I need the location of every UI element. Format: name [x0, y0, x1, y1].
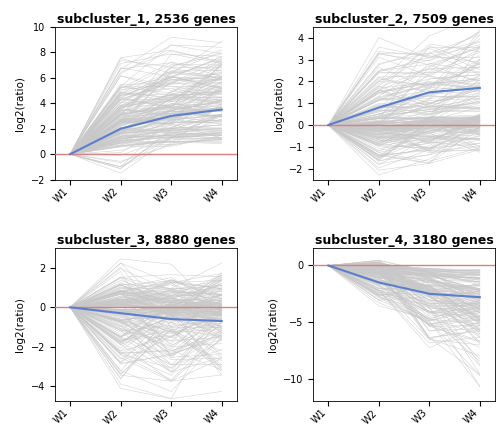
Y-axis label: log2(ratio): log2(ratio)	[16, 76, 26, 131]
Title: subcluster_2, 7509 genes: subcluster_2, 7509 genes	[314, 12, 494, 25]
Y-axis label: log2(ratio): log2(ratio)	[274, 76, 283, 131]
Title: subcluster_1, 2536 genes: subcluster_1, 2536 genes	[56, 12, 236, 25]
Title: subcluster_3, 8880 genes: subcluster_3, 8880 genes	[56, 234, 235, 248]
Title: subcluster_4, 3180 genes: subcluster_4, 3180 genes	[314, 234, 494, 248]
Y-axis label: log2(ratio): log2(ratio)	[16, 297, 26, 352]
Y-axis label: log2(ratio): log2(ratio)	[268, 297, 278, 352]
